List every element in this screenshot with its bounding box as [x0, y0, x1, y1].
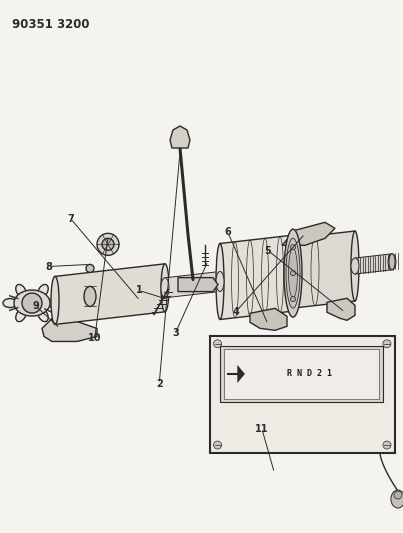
Polygon shape	[42, 318, 97, 342]
Ellipse shape	[47, 298, 61, 308]
Circle shape	[383, 340, 391, 348]
Polygon shape	[250, 308, 287, 330]
Text: 7: 7	[67, 214, 74, 223]
Polygon shape	[220, 235, 295, 319]
Ellipse shape	[38, 285, 48, 297]
Circle shape	[291, 296, 295, 302]
Polygon shape	[355, 254, 392, 274]
Ellipse shape	[216, 271, 224, 292]
Circle shape	[383, 441, 391, 449]
Ellipse shape	[389, 254, 395, 270]
Ellipse shape	[161, 278, 169, 298]
Text: 4: 4	[233, 307, 239, 317]
Polygon shape	[170, 126, 190, 148]
Text: 11: 11	[255, 424, 269, 434]
Polygon shape	[282, 222, 335, 245]
Polygon shape	[178, 278, 218, 292]
Text: 6: 6	[224, 227, 231, 237]
Polygon shape	[237, 366, 245, 382]
Ellipse shape	[351, 258, 359, 274]
Ellipse shape	[388, 254, 396, 270]
Ellipse shape	[391, 490, 403, 508]
Polygon shape	[165, 271, 220, 298]
Ellipse shape	[16, 309, 26, 321]
FancyBboxPatch shape	[220, 346, 383, 402]
Text: 3: 3	[172, 328, 179, 338]
Circle shape	[22, 293, 42, 313]
Ellipse shape	[38, 309, 48, 321]
Circle shape	[291, 245, 295, 249]
Ellipse shape	[3, 298, 17, 308]
Text: 5: 5	[265, 246, 271, 255]
Polygon shape	[55, 264, 165, 325]
Ellipse shape	[286, 238, 300, 308]
Text: 8: 8	[45, 262, 52, 271]
Ellipse shape	[14, 290, 50, 316]
Text: 90351 3200: 90351 3200	[12, 18, 89, 31]
Ellipse shape	[289, 238, 297, 308]
Text: R N D 2 1: R N D 2 1	[287, 369, 332, 378]
FancyBboxPatch shape	[210, 336, 395, 453]
Circle shape	[291, 271, 295, 276]
Text: 10: 10	[88, 334, 102, 343]
Polygon shape	[293, 231, 355, 308]
Ellipse shape	[291, 235, 299, 311]
Circle shape	[102, 238, 114, 251]
Ellipse shape	[84, 286, 96, 306]
Circle shape	[291, 245, 295, 249]
Ellipse shape	[289, 248, 297, 298]
Ellipse shape	[394, 491, 402, 499]
Circle shape	[97, 233, 119, 255]
Ellipse shape	[16, 285, 26, 297]
Ellipse shape	[216, 244, 224, 319]
Ellipse shape	[51, 277, 59, 325]
Text: 2: 2	[156, 379, 162, 389]
Text: 1: 1	[136, 286, 142, 295]
Circle shape	[86, 264, 94, 272]
Circle shape	[214, 441, 222, 449]
FancyBboxPatch shape	[224, 349, 379, 399]
Circle shape	[291, 271, 295, 276]
Text: 9: 9	[33, 302, 39, 311]
Ellipse shape	[351, 231, 359, 301]
Ellipse shape	[161, 264, 169, 312]
Polygon shape	[327, 298, 355, 320]
Circle shape	[214, 340, 222, 348]
Ellipse shape	[284, 229, 302, 317]
Circle shape	[291, 296, 295, 302]
